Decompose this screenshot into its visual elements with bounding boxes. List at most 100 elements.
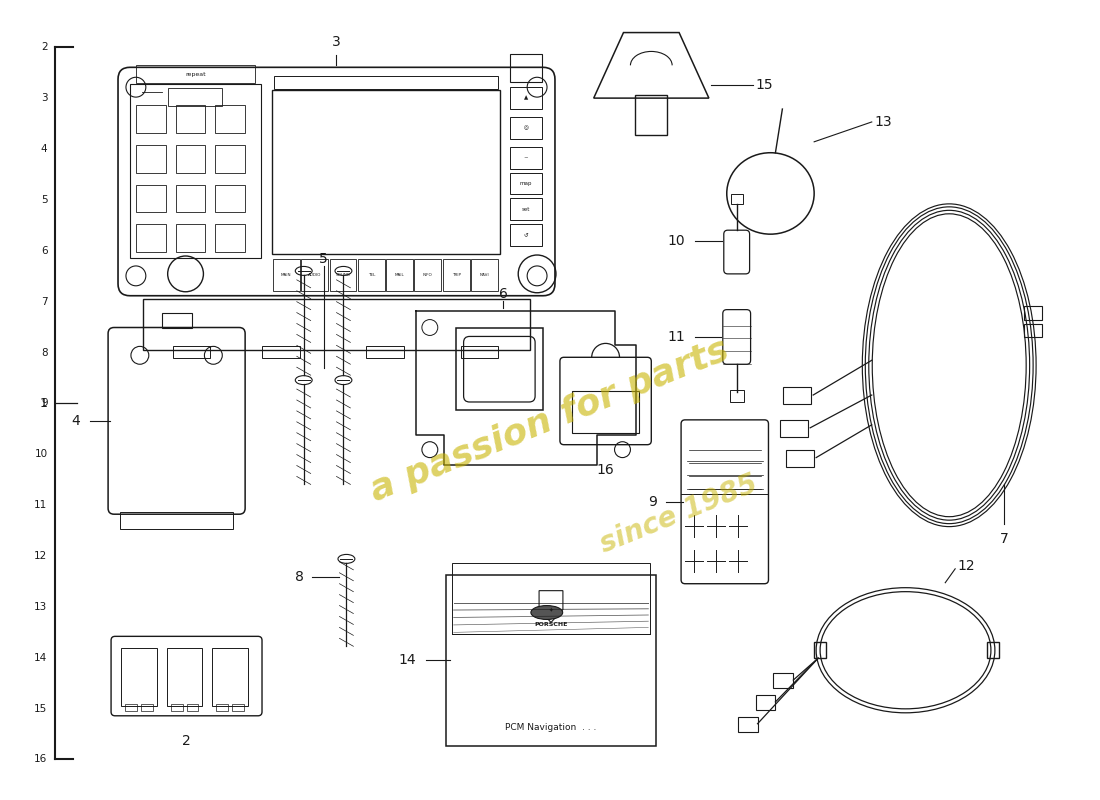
Bar — [783, 387, 811, 404]
Text: 2: 2 — [41, 42, 47, 53]
Text: 6: 6 — [41, 246, 47, 256]
Text: 14: 14 — [34, 653, 47, 662]
Bar — [141, 704, 153, 711]
Bar — [330, 259, 356, 290]
Text: TRIP: TRIP — [452, 273, 461, 277]
Bar — [136, 145, 166, 173]
Bar — [136, 105, 166, 133]
Text: since 1985: since 1985 — [596, 470, 762, 558]
Text: MAIL: MAIL — [395, 273, 405, 277]
Bar — [121, 648, 157, 706]
Bar — [1024, 306, 1042, 319]
Bar — [510, 54, 542, 82]
Bar — [446, 574, 657, 746]
Text: 5: 5 — [41, 195, 47, 205]
Bar — [510, 146, 542, 169]
Text: 4: 4 — [72, 414, 80, 428]
Bar — [212, 648, 249, 706]
Text: 4: 4 — [41, 144, 47, 154]
Bar — [216, 145, 245, 173]
Bar — [136, 66, 255, 83]
Bar — [452, 563, 650, 634]
Bar — [217, 704, 229, 711]
Text: TEL: TEL — [367, 273, 375, 277]
Text: 10: 10 — [34, 450, 47, 459]
Text: 7: 7 — [1000, 532, 1009, 546]
Bar — [366, 346, 404, 358]
Bar — [301, 259, 328, 290]
Text: 3: 3 — [41, 94, 47, 103]
Text: 16: 16 — [596, 462, 615, 477]
Text: PORSCHE: PORSCHE — [535, 622, 568, 627]
Text: 3: 3 — [332, 35, 341, 50]
Bar — [216, 185, 245, 212]
Text: map: map — [520, 181, 532, 186]
Text: 2: 2 — [183, 734, 191, 748]
Text: 5: 5 — [319, 252, 328, 266]
Text: INFO: INFO — [424, 273, 432, 277]
Bar — [987, 642, 999, 658]
Bar — [176, 105, 206, 133]
Bar — [730, 194, 743, 204]
Text: 12: 12 — [34, 551, 47, 561]
Bar — [216, 105, 245, 133]
Bar — [173, 346, 210, 358]
Bar — [461, 346, 498, 358]
Bar — [738, 717, 758, 732]
Bar — [170, 704, 183, 711]
Text: ▲: ▲ — [524, 96, 528, 101]
Text: NAVI: NAVI — [480, 273, 490, 277]
Bar — [167, 88, 222, 106]
Bar — [442, 259, 470, 290]
Bar — [143, 298, 530, 350]
Bar — [455, 329, 543, 410]
Bar — [136, 185, 166, 212]
Bar — [510, 87, 542, 109]
Bar — [415, 259, 441, 290]
Ellipse shape — [531, 606, 563, 619]
Text: ✦: ✦ — [549, 608, 553, 613]
Bar — [386, 259, 412, 290]
Text: 9: 9 — [648, 494, 658, 509]
Text: 12: 12 — [957, 559, 975, 573]
Text: repeat: repeat — [185, 72, 206, 77]
Text: ↺: ↺ — [524, 233, 528, 238]
Text: 16: 16 — [34, 754, 47, 765]
Bar — [729, 390, 744, 402]
Bar — [176, 145, 206, 173]
Bar — [273, 259, 299, 290]
Bar — [272, 90, 500, 254]
Bar — [136, 224, 166, 252]
Bar — [125, 704, 136, 711]
Bar — [176, 224, 206, 252]
Bar — [187, 704, 198, 711]
Text: 6: 6 — [499, 286, 508, 301]
Bar — [814, 642, 826, 658]
Text: 8: 8 — [295, 570, 304, 584]
Bar — [510, 198, 542, 220]
Text: ◎: ◎ — [524, 126, 528, 130]
Text: 15: 15 — [756, 78, 773, 92]
Text: a passion for parts: a passion for parts — [365, 332, 735, 507]
Bar — [167, 648, 202, 706]
Bar — [756, 695, 775, 710]
Bar — [636, 95, 668, 135]
Bar — [176, 185, 206, 212]
Bar — [262, 346, 299, 358]
Text: 9: 9 — [41, 398, 47, 409]
Text: AUDIO: AUDIO — [308, 273, 321, 277]
Text: 13: 13 — [874, 115, 892, 129]
Text: set: set — [522, 207, 530, 212]
Bar — [216, 224, 245, 252]
Bar — [358, 259, 385, 290]
Bar — [773, 673, 793, 688]
Text: 7: 7 — [41, 297, 47, 306]
Text: 15: 15 — [34, 704, 47, 714]
Text: PCM Navigation  . . .: PCM Navigation . . . — [505, 723, 596, 732]
Bar — [510, 224, 542, 246]
Text: MAIN: MAIN — [282, 273, 292, 277]
Text: 11: 11 — [668, 330, 685, 345]
Bar — [510, 173, 542, 194]
Text: SOUND: SOUND — [336, 273, 351, 277]
Bar — [572, 391, 639, 433]
